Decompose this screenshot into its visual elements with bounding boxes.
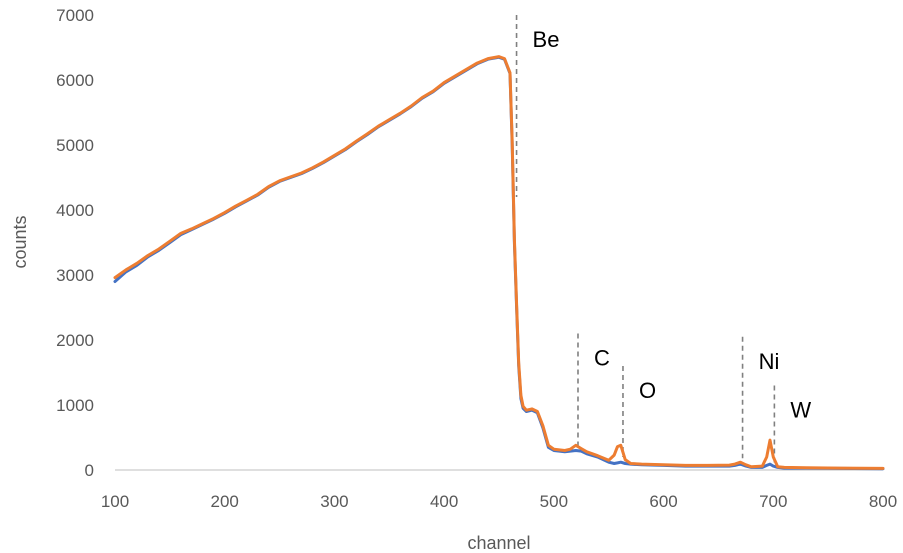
x-tick-label: 600 [649, 492, 677, 511]
annotation-lines [515, 15, 776, 464]
y-tick-label: 3000 [56, 266, 94, 285]
x-tick-label: 500 [540, 492, 568, 511]
annotation-label: C [594, 346, 610, 371]
series-line [113, 55, 885, 471]
y-tick-label: 4000 [56, 201, 94, 220]
y-tick-label: 7000 [56, 6, 94, 25]
y-tick-label: 0 [85, 461, 94, 480]
annotation-label: O [639, 378, 656, 403]
x-tick-label: 700 [759, 492, 787, 511]
y-tick-label: 1000 [56, 396, 94, 415]
annotation-label: Be [533, 27, 560, 52]
x-tick-labels: 100 200 300 400 500 600 700 800 [101, 492, 897, 511]
annotation-label: W [790, 398, 811, 423]
series-lines [113, 55, 885, 471]
x-tick-label: 200 [211, 492, 239, 511]
x-axis-title: channel [467, 533, 530, 553]
series-line [113, 55, 885, 470]
annotation-labels: Be C O Ni W [533, 27, 812, 423]
x-tick-label: 100 [101, 492, 129, 511]
x-tick-label: 300 [320, 492, 348, 511]
annotation-label: Ni [759, 349, 780, 374]
y-axis-title: counts [10, 215, 30, 268]
y-tick-labels: 0 1000 2000 3000 4000 5000 6000 7000 [56, 6, 94, 480]
y-tick-label: 5000 [56, 136, 94, 155]
y-tick-label: 2000 [56, 331, 94, 350]
y-tick-label: 6000 [56, 71, 94, 90]
x-tick-label: 400 [430, 492, 458, 511]
x-tick-label: 800 [869, 492, 897, 511]
